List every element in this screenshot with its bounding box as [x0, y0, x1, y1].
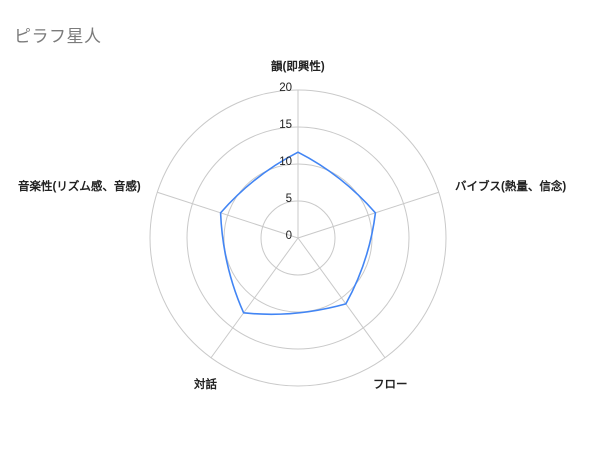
axis-label-in: 韻(即興性): [271, 61, 325, 73]
rtick-label-10: 10: [279, 156, 292, 168]
rtick-label-15: 15: [279, 119, 292, 131]
axis-label-flow: フロー: [373, 379, 408, 391]
rtick-label-0: 0: [285, 230, 292, 242]
axis-label-vibes: バイブス(熱量、信念): [455, 181, 567, 193]
axis-label-dialog: 対話: [194, 379, 217, 391]
axis-spoke-2: [297, 237, 386, 359]
series-line-pilaf: [219, 151, 377, 316]
rtick-label-20: 20: [279, 82, 292, 94]
axis-spoke-1: [297, 191, 439, 239]
page-title: ピラフ星人: [14, 27, 102, 46]
axis-spoke-3: [210, 237, 299, 359]
axis-label-musical: 音楽性(リズム感、音感): [18, 181, 141, 193]
axis-spoke-4: [157, 191, 299, 239]
axis-spokes: [157, 90, 439, 359]
rtick-label-5: 5: [285, 193, 292, 205]
